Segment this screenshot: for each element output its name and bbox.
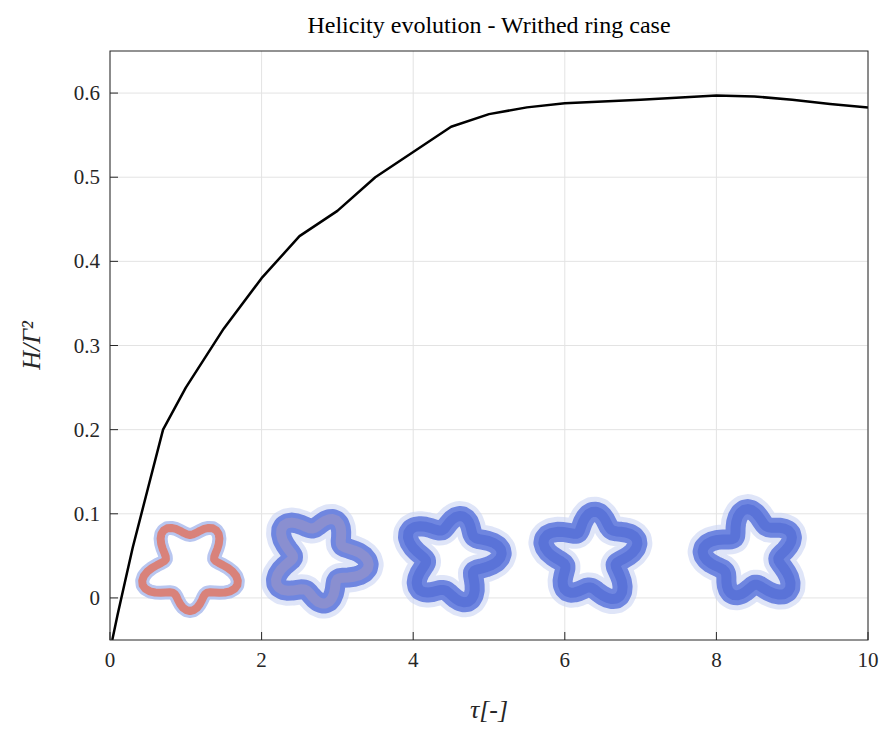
ring-snapshot (276, 519, 369, 603)
tick-label: 0.3 (74, 334, 100, 358)
y-axis-title: H/Γ² (17, 320, 46, 371)
ring-tube (276, 519, 369, 603)
tick (110, 632, 111, 640)
grid-line (110, 93, 868, 94)
plot-area (110, 51, 868, 640)
series-line (112, 96, 868, 640)
ring-glow (276, 519, 369, 603)
tick-label: 0.6 (74, 81, 100, 105)
x-axis-title: τ[-] (470, 695, 508, 724)
tick-label: 8 (711, 648, 722, 672)
tick (564, 632, 565, 640)
ring-core (703, 509, 792, 595)
ring-tube (408, 516, 502, 602)
ring-glow (408, 516, 502, 602)
tick (110, 345, 118, 346)
ring-tube (543, 512, 637, 599)
ring-tube (703, 509, 792, 595)
tick (716, 632, 717, 640)
tick (868, 632, 869, 640)
chart: 0 2 4 6 8 10 0 0.1 0.2 0.3 0.4 0.5 0.6 Helicity evolu… (0, 0, 888, 730)
tick-label: 0.2 (74, 418, 100, 442)
tick (110, 93, 118, 94)
grid-line (110, 345, 868, 346)
tick-label: 4 (408, 648, 419, 672)
tick-label: 0.1 (74, 502, 100, 526)
data-group (112, 96, 868, 640)
tick-label: 6 (560, 648, 571, 672)
tick (261, 632, 262, 640)
ring-core (408, 516, 502, 602)
ring-snapshot (408, 516, 502, 602)
tick (413, 632, 414, 640)
ring-tube (142, 528, 238, 611)
ring-core (276, 519, 369, 603)
tick (110, 513, 118, 514)
tick-label: 10 (858, 648, 879, 672)
ring-core (543, 512, 637, 599)
ring-glow (543, 512, 637, 599)
ring-core (142, 528, 238, 611)
grid-line (110, 261, 868, 262)
tick (110, 597, 118, 598)
chart-title: Helicity evolution - Writhed ring case (307, 12, 670, 38)
tick-label: 2 (256, 648, 267, 672)
tick (110, 429, 118, 430)
tick (110, 261, 118, 262)
grid-line (110, 177, 868, 178)
ring-glow (703, 509, 792, 595)
axes-frame (110, 51, 868, 640)
ring-snapshot (142, 528, 238, 611)
tick (110, 177, 118, 178)
tick-label: 0.4 (74, 249, 101, 273)
tick-label: 0.5 (74, 165, 100, 189)
ring-snapshot (703, 509, 792, 595)
tick-label: 0 (105, 648, 116, 672)
grid-line (110, 429, 868, 430)
ring-snapshot (543, 512, 637, 599)
tick-label: 0 (90, 586, 101, 610)
